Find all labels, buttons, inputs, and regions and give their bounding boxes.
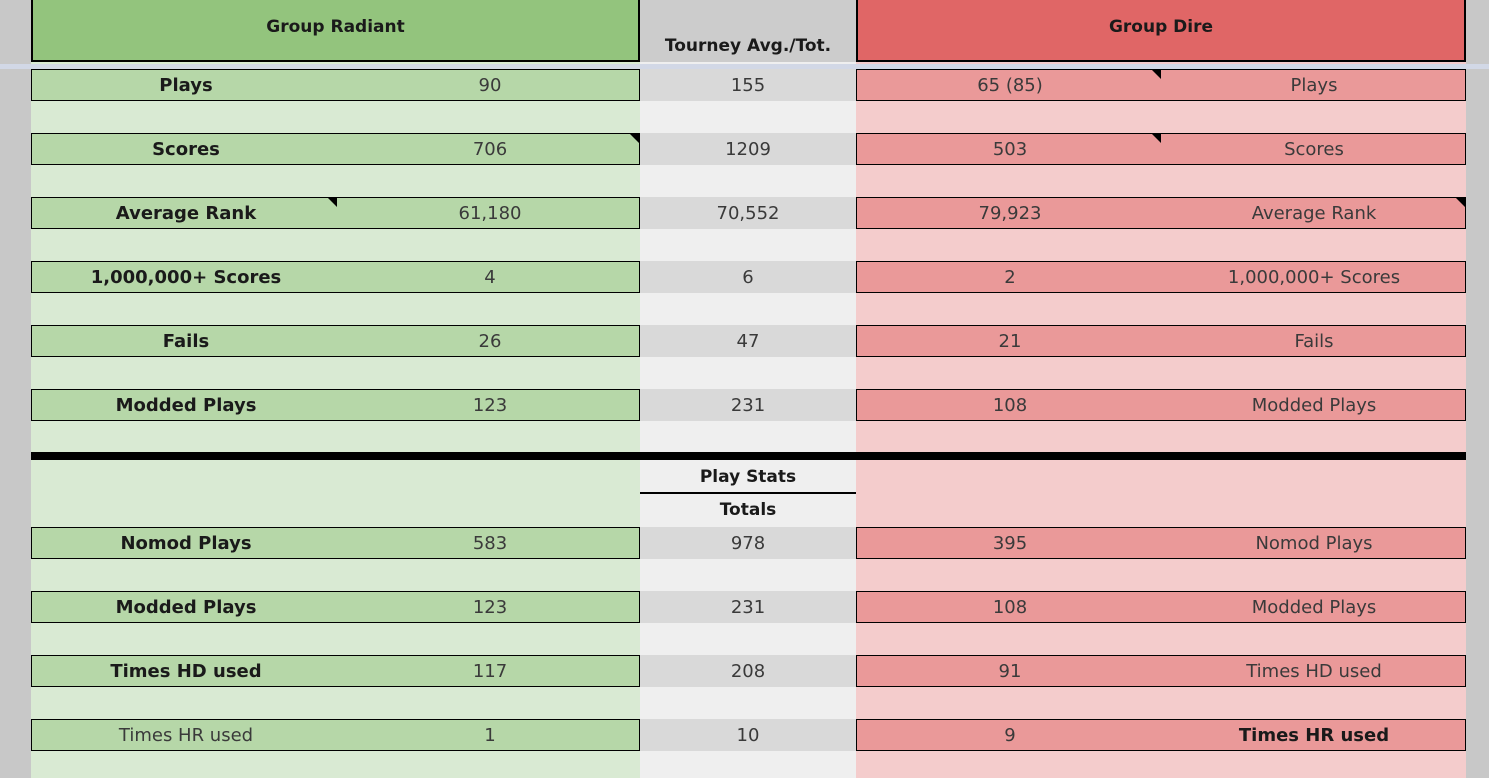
radiant-value: 1 — [484, 724, 496, 746]
radiant-value: 583 — [472, 532, 508, 554]
tourney-value[interactable]: 155 — [640, 69, 856, 101]
radiant-value: 706 — [472, 138, 508, 160]
row-label: Scores — [152, 138, 220, 160]
radiant-cell[interactable]: Times HD used 117 — [31, 655, 640, 687]
radiant-cell[interactable]: Scores 706 — [31, 133, 640, 165]
row-label: Modded Plays — [115, 596, 257, 618]
dire-value: 108 — [992, 596, 1028, 618]
dire-value: 65 (85) — [977, 74, 1043, 96]
row-label: Plays — [1290, 74, 1338, 96]
row-label: Nomod Plays — [120, 532, 252, 554]
cell-comment-indicator[interactable] — [328, 198, 337, 207]
dire-value: 21 — [998, 330, 1022, 352]
cell-comment-indicator[interactable] — [1456, 198, 1465, 207]
tourney-value[interactable]: 1209 — [640, 133, 856, 165]
tourney-value[interactable]: 10 — [640, 719, 856, 751]
tourney-value[interactable]: 70,552 — [640, 197, 856, 229]
dire-cell[interactable]: 395 Nomod Plays — [856, 527, 1466, 559]
dire-cell[interactable]: 65 (85) Plays — [856, 69, 1466, 101]
dire-value: 108 — [992, 394, 1028, 416]
radiant-value: 26 — [478, 330, 502, 352]
section-divider — [31, 452, 1466, 460]
row-label: Modded Plays — [1251, 394, 1377, 416]
radiant-cell[interactable]: Modded Plays 123 — [31, 389, 640, 421]
tourney-value[interactable]: 208 — [640, 655, 856, 687]
tourney-value[interactable]: 231 — [640, 389, 856, 421]
row-label: 1,000,000+ Scores — [90, 266, 282, 288]
frozen-rows-divider[interactable] — [0, 64, 1489, 69]
row-label: Plays — [159, 74, 213, 96]
dire-value: 2 — [1004, 266, 1016, 288]
radiant-cell[interactable]: Fails 26 — [31, 325, 640, 357]
dire-value: 79,923 — [978, 202, 1042, 224]
cell-comment-indicator[interactable] — [1152, 134, 1161, 143]
dire-cell[interactable]: 9 Times HR used — [856, 719, 1466, 751]
dire-cell[interactable]: 2 1,000,000+ Scores — [856, 261, 1466, 293]
row-label: Times HD used — [110, 660, 262, 682]
radiant-cell[interactable]: Modded Plays 123 — [31, 591, 640, 623]
tourney-avg-header[interactable]: Tourney Avg./Tot. — [640, 0, 856, 62]
play-stats-title[interactable]: Play Stats — [640, 461, 856, 494]
radiant-value: 123 — [472, 394, 508, 416]
dire-cell[interactable]: 108 Modded Plays — [856, 591, 1466, 623]
row-label: 1,000,000+ Scores — [1227, 266, 1401, 288]
radiant-value: 61,180 — [458, 202, 522, 224]
row-label: Fails — [1294, 330, 1334, 352]
radiant-value: 4 — [484, 266, 496, 288]
row-label: Times HR used — [1238, 724, 1390, 746]
radiant-value: 117 — [472, 660, 508, 682]
dire-value: 503 — [992, 138, 1028, 160]
dire-cell[interactable]: 108 Modded Plays — [856, 389, 1466, 421]
tourney-value[interactable]: 231 — [640, 591, 856, 623]
dire-value: 9 — [1004, 724, 1016, 746]
dire-value: 395 — [992, 532, 1028, 554]
radiant-cell[interactable]: Times HR used 1 — [31, 719, 640, 751]
row-label: Modded Plays — [1251, 596, 1377, 618]
group-radiant-header[interactable]: Group Radiant — [31, 0, 640, 62]
row-label: Nomod Plays — [1255, 532, 1373, 554]
dire-cell[interactable]: 21 Fails — [856, 325, 1466, 357]
row-label: Modded Plays — [115, 394, 257, 416]
dire-cell[interactable]: 79,923 Average Rank — [856, 197, 1466, 229]
radiant-value: 90 — [478, 74, 502, 96]
group-dire-header[interactable]: Group Dire — [856, 0, 1466, 62]
radiant-cell[interactable]: Plays 90 — [31, 69, 640, 101]
dire-cell[interactable]: 503 Scores — [856, 133, 1466, 165]
totals-subtitle[interactable]: Totals — [719, 500, 777, 520]
cell-comment-indicator[interactable] — [1152, 70, 1161, 79]
dire-value: 91 — [998, 660, 1022, 682]
radiant-value: 123 — [472, 596, 508, 618]
tourney-value[interactable]: 47 — [640, 325, 856, 357]
dire-cell[interactable]: 91 Times HD used — [856, 655, 1466, 687]
tourney-value[interactable]: 6 — [640, 261, 856, 293]
row-label: Times HD used — [1246, 660, 1382, 682]
cell-comment-indicator[interactable] — [630, 134, 639, 143]
row-label: Average Rank — [1251, 202, 1377, 224]
radiant-cell[interactable]: Nomod Plays 583 — [31, 527, 640, 559]
tourney-value[interactable]: 978 — [640, 527, 856, 559]
row-label: Average Rank — [115, 202, 257, 224]
row-label: Fails — [162, 330, 210, 352]
row-label: Scores — [1284, 138, 1344, 160]
radiant-cell[interactable]: 1,000,000+ Scores 4 — [31, 261, 640, 293]
row-label: Times HR used — [118, 724, 254, 746]
